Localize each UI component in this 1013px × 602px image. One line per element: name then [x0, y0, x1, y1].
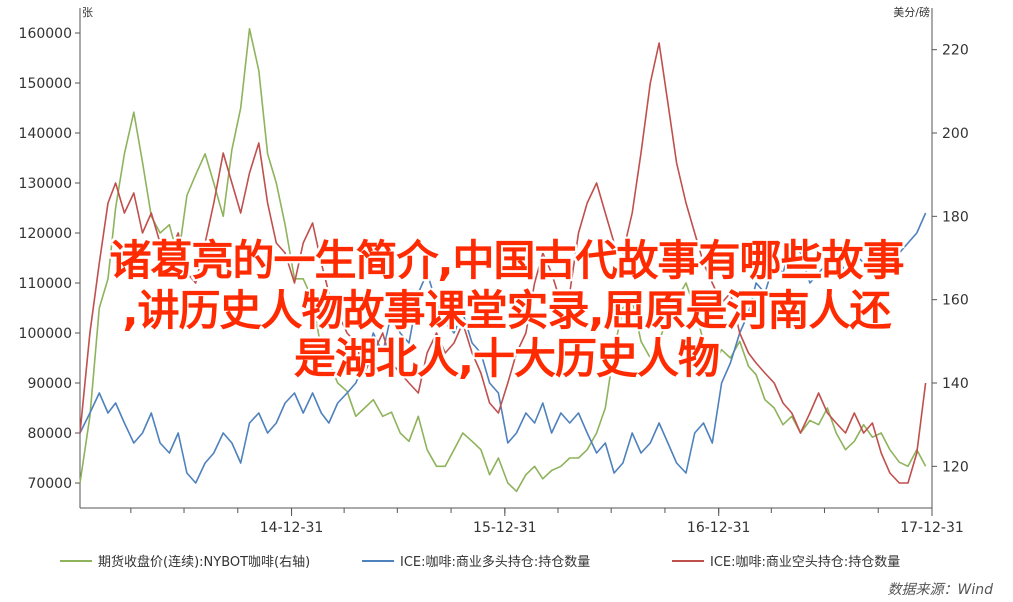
series-line-3 [79, 42, 927, 484]
left-tick-label: 110000 [19, 276, 72, 292]
left-axis-unit: 张 [82, 6, 93, 19]
left-tick-label: 140000 [19, 126, 72, 142]
left-tick-label: 70000 [27, 476, 72, 492]
right-tick-label: 120 [942, 459, 969, 475]
x-tick-label: 16-12-31 [687, 520, 751, 536]
right-tick-label: 220 [942, 43, 969, 59]
overlay-title-line-3: 是湖北人,十大历史人物 [294, 334, 720, 383]
left-y-ticks: 70000 80000 90000 100000 110000 120000 130000 1… [19, 26, 80, 492]
overlay-title-line-1: 诸葛亮的一生简介,中国古代故事有哪些故事 [109, 236, 905, 285]
overlay-title-line-2: ,讲历史人物故事课堂实录,屈原是河南人还 [122, 286, 892, 335]
source-label: 数据来源：Wind [888, 582, 994, 598]
x-tick-label: 17-12-31 [900, 520, 964, 536]
legend-label: ICE:咖啡:商业空头持仓:持仓数量 [710, 555, 900, 570]
legend-label: ICE:咖啡:商业多头持仓:持仓数量 [400, 554, 590, 570]
right-y-ticks: 120 140 160 180 200 220 [932, 43, 969, 475]
right-axis-unit: 美分/磅 [893, 5, 930, 19]
legend: 期货收盘价(连续):NYBOT咖啡(右轴) ICE:咖啡:商业多头持仓:持仓数量 I… [60, 554, 900, 570]
right-tick-label: 200 [942, 126, 969, 142]
left-tick-label: 80000 [27, 426, 72, 442]
x-tick-label: 15-12-31 [473, 520, 537, 536]
series-line-1 [79, 27, 927, 493]
series-layer [79, 27, 927, 493]
series-line-2 [79, 212, 927, 484]
left-tick-label: 130000 [19, 176, 72, 192]
left-tick-label: 90000 [27, 376, 72, 392]
x-tick-label: 14-12-31 [260, 520, 324, 536]
left-tick-label: 150000 [19, 76, 72, 92]
left-tick-label: 120000 [19, 226, 72, 242]
right-tick-label: 160 [942, 293, 969, 309]
legend-label: 期货收盘价(连续):NYBOT咖啡(右轴) [98, 554, 310, 570]
left-tick-label: 100000 [19, 326, 72, 342]
right-tick-label: 140 [942, 376, 969, 392]
right-tick-label: 180 [942, 209, 969, 225]
x-axis-ticks: 14-12-31 15-12-31 16-12-31 17-12-31 [130, 508, 964, 536]
left-tick-label: 160000 [19, 26, 72, 42]
plot-area [79, 8, 933, 509]
